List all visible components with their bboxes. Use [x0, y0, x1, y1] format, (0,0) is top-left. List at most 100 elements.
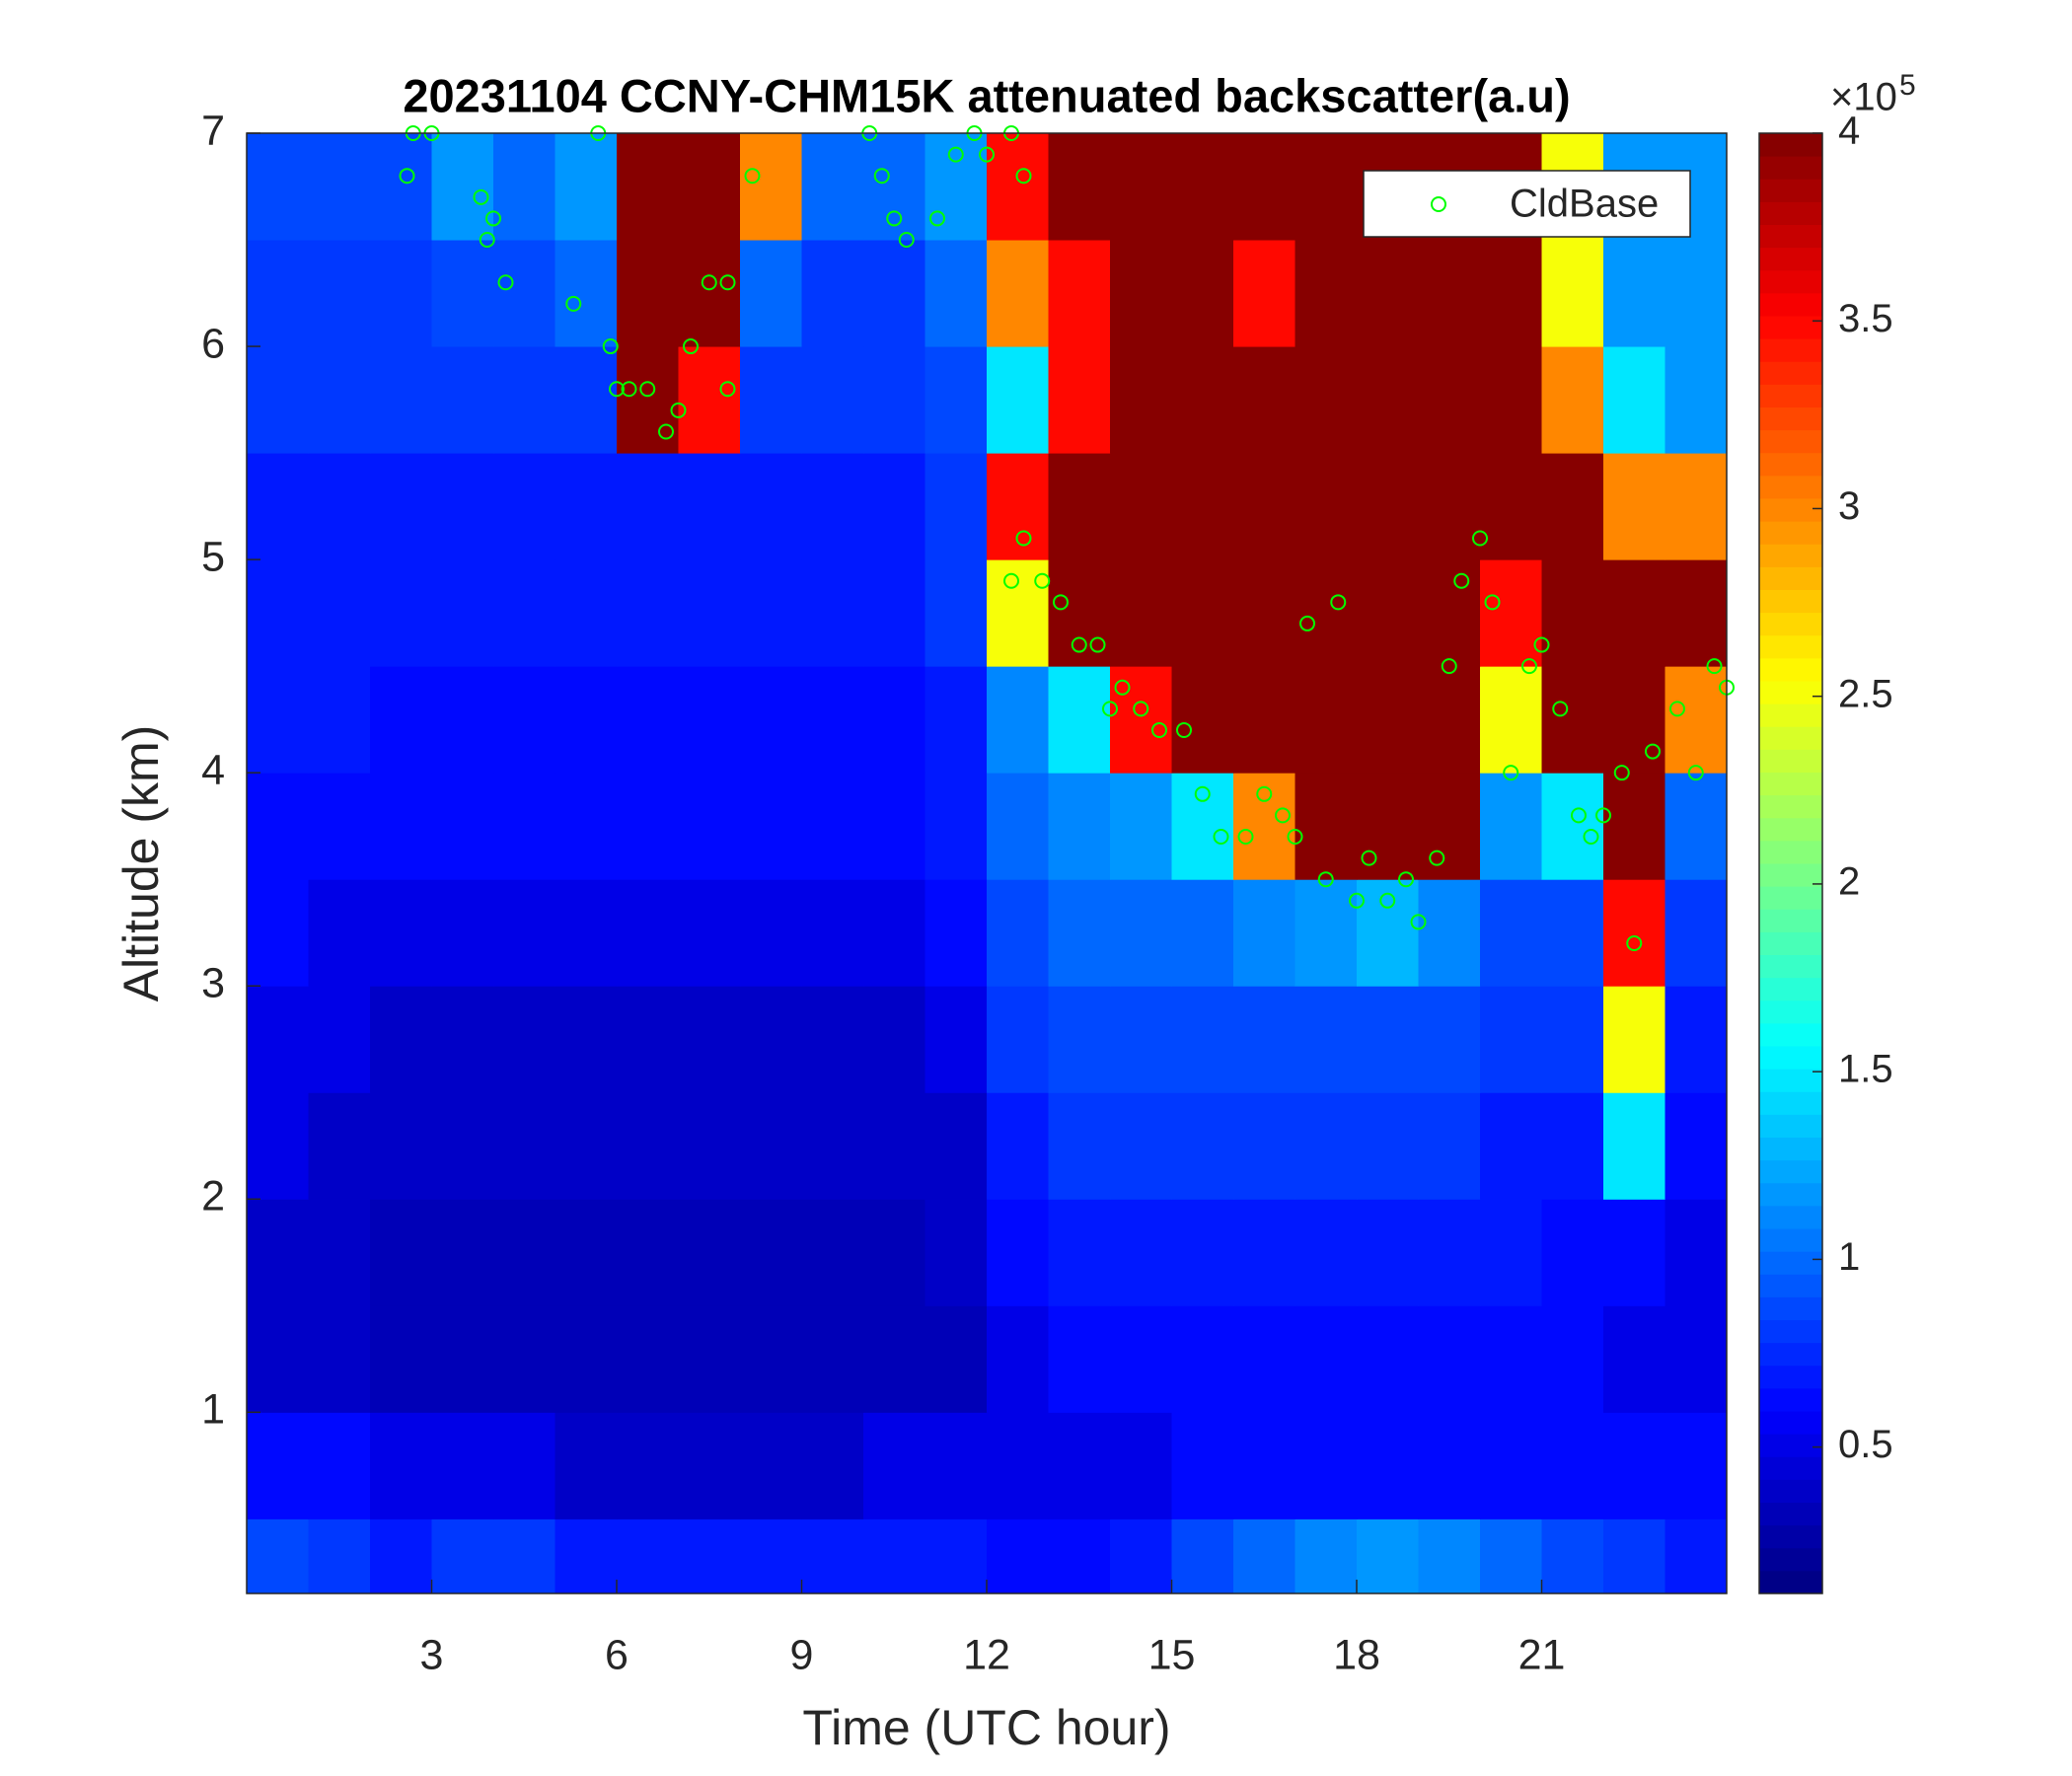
- heat-cell: [308, 133, 371, 241]
- heat-cell: [1603, 1518, 1665, 1594]
- heat-cell: [555, 666, 618, 774]
- colorbar-step: [1759, 1182, 1822, 1207]
- colorbar-step: [1759, 201, 1822, 225]
- heat-cell: [1541, 1199, 1604, 1306]
- legend-label: CldBase: [1510, 183, 1659, 226]
- heat-cell: [308, 453, 371, 560]
- heat-cell: [1541, 1518, 1604, 1594]
- heat-cell: [1295, 559, 1358, 667]
- heat-cell: [1665, 1305, 1728, 1413]
- heat-cell: [925, 346, 988, 454]
- heat-cell: [740, 1412, 802, 1519]
- heat-cell: [1048, 133, 1111, 241]
- heat-cell: [1048, 879, 1111, 987]
- colorbar-step: [1759, 247, 1822, 271]
- heat-cell: [1110, 1412, 1172, 1519]
- cloud-base-point: [1053, 594, 1069, 611]
- heat-cell: [1171, 666, 1234, 774]
- heat-cell: [1048, 346, 1111, 454]
- heat-cell: [617, 773, 679, 880]
- colorbar-tick-label: 4: [1838, 110, 1860, 153]
- heat-cell: [678, 559, 741, 667]
- heat-cell: [1295, 346, 1358, 454]
- cloud-base-point: [609, 381, 625, 398]
- heat-cell: [431, 1518, 494, 1594]
- colorbar-step: [1759, 429, 1822, 454]
- heat-cell: [370, 1518, 432, 1594]
- heat-cell: [308, 1092, 371, 1200]
- heat-cell: [1418, 559, 1481, 667]
- cloud-base-point: [670, 402, 687, 418]
- heat-cell: [247, 1199, 309, 1306]
- colorbar-step: [1759, 1547, 1822, 1572]
- cloud-base-point: [1410, 914, 1427, 930]
- cloud-base-point: [719, 274, 736, 291]
- heat-cell: [431, 1199, 494, 1306]
- heat-cell: [925, 879, 988, 987]
- cloud-base-point: [1015, 168, 1032, 185]
- heat-cell: [1541, 773, 1604, 880]
- cloud-base-point: [1398, 871, 1414, 888]
- heat-cell: [247, 133, 309, 241]
- heat-cell: [863, 133, 925, 241]
- heat-cell: [1233, 1412, 1295, 1519]
- heat-cell: [431, 346, 494, 454]
- heat-cell: [801, 773, 864, 880]
- colorbar-step: [1759, 1365, 1822, 1389]
- legend-marker: [1431, 196, 1446, 212]
- heat-cell: [493, 1092, 555, 1200]
- heat-cell: [1171, 1092, 1234, 1200]
- heat-cell: [1357, 559, 1419, 667]
- heat-cell: [1603, 240, 1665, 347]
- heat-cell: [555, 453, 618, 560]
- heat-cell: [493, 773, 555, 880]
- heat-cell: [308, 773, 371, 880]
- cloud-base-point: [1317, 871, 1334, 888]
- heat-cell: [987, 986, 1049, 1093]
- heat-cell: [1541, 879, 1604, 987]
- heat-cell: [1295, 773, 1358, 880]
- x-tick-label: 15: [1148, 1631, 1196, 1678]
- cloud-base-point: [886, 210, 903, 227]
- heat-cell: [678, 346, 741, 454]
- heat-cell: [1665, 1518, 1728, 1594]
- cloud-base-point: [1299, 615, 1315, 631]
- heat-cell: [1110, 1518, 1172, 1594]
- heat-cell: [247, 559, 309, 667]
- heat-cell: [493, 559, 555, 667]
- cloud-base-point: [1133, 701, 1149, 717]
- heat-cell: [1541, 559, 1604, 667]
- heat-cell: [617, 240, 679, 347]
- colorbar-step: [1759, 1022, 1822, 1047]
- heat-cell: [1665, 346, 1728, 454]
- colorbar-step: [1759, 521, 1822, 545]
- heat-cell: [1480, 453, 1542, 560]
- heat-cell: [370, 240, 432, 347]
- heat-cell: [431, 879, 494, 987]
- heat-cell: [1603, 559, 1665, 667]
- cloud-base-point: [1349, 892, 1365, 909]
- heat-cell: [1480, 986, 1542, 1093]
- heat-cell: [308, 559, 371, 667]
- heat-cell: [431, 453, 494, 560]
- heat-cell: [678, 1092, 741, 1200]
- heatmap: [247, 133, 1728, 1594]
- heat-cell: [555, 879, 618, 987]
- heat-cell: [925, 453, 988, 560]
- chart-title: 20231104 CCNY-CHM15K attenuated backscat…: [403, 69, 1570, 121]
- heat-cell: [1418, 879, 1481, 987]
- heat-cell: [370, 133, 432, 241]
- heat-cell: [555, 346, 618, 454]
- heat-cell: [555, 1518, 618, 1594]
- heat-cell: [493, 879, 555, 987]
- cloud-base-point: [485, 210, 501, 227]
- colorbar-step: [1759, 1159, 1822, 1184]
- heat-cell: [555, 1092, 618, 1200]
- cloud-base-point: [1034, 572, 1051, 589]
- heat-cell: [1233, 133, 1295, 241]
- cloud-base-point: [602, 338, 619, 355]
- colorbar-step: [1759, 703, 1822, 727]
- colorbar-step: [1759, 384, 1822, 407]
- heat-cell: [1233, 240, 1295, 347]
- heat-cell: [678, 666, 741, 774]
